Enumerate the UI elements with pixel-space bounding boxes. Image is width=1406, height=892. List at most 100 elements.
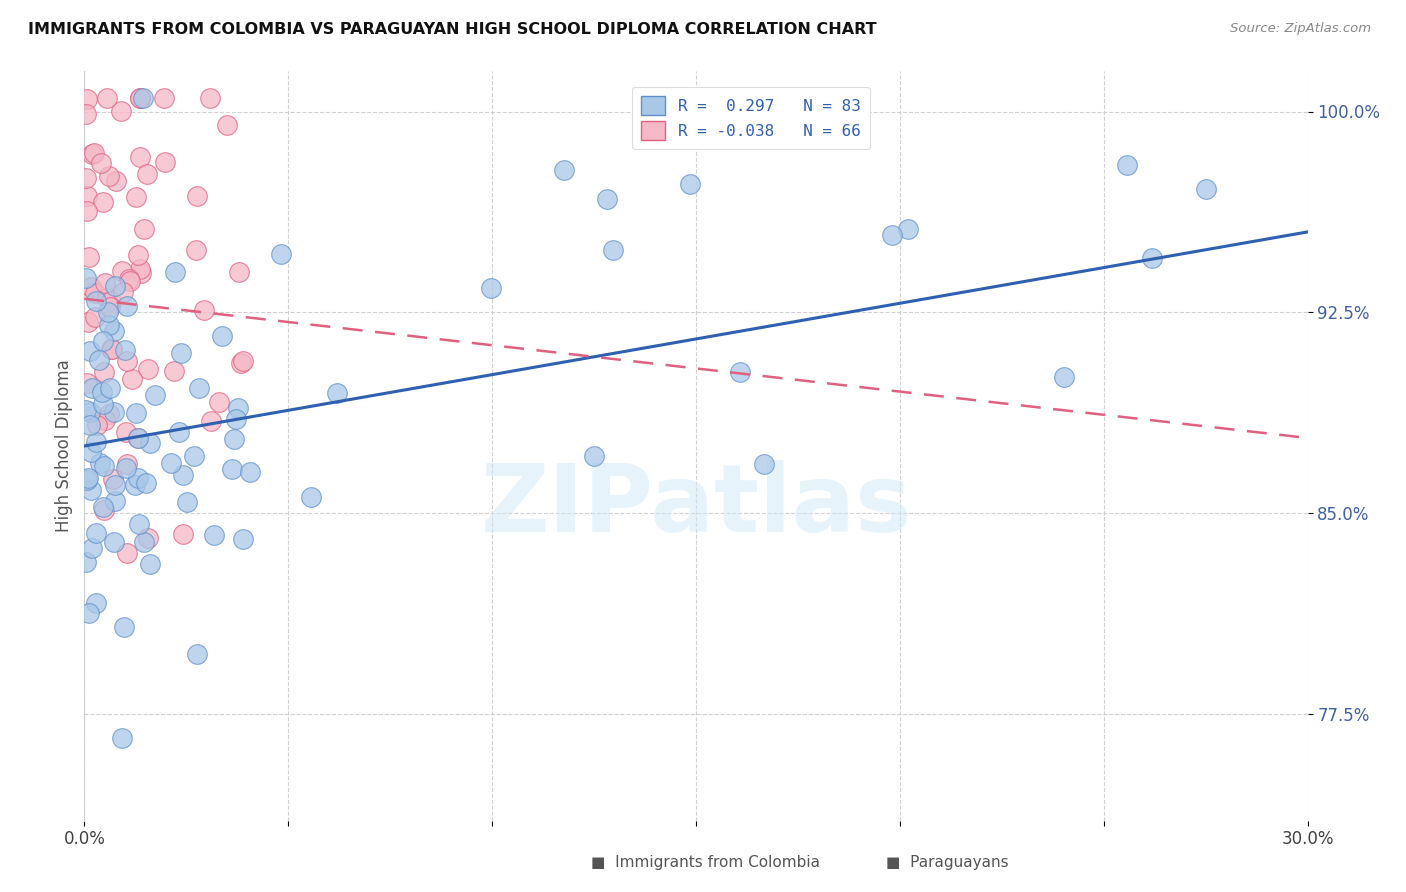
Point xyxy=(127,431,149,445)
Point xyxy=(170,346,193,360)
Point xyxy=(754,458,776,472)
Point xyxy=(76,92,98,106)
Point xyxy=(215,118,238,132)
Point xyxy=(75,555,97,569)
Point xyxy=(114,620,136,634)
Point xyxy=(79,418,101,433)
Point xyxy=(479,281,502,295)
Point xyxy=(80,483,103,497)
Point xyxy=(77,250,100,264)
Point xyxy=(582,449,605,463)
Point xyxy=(77,606,100,620)
Point xyxy=(127,471,149,485)
Point xyxy=(1053,370,1076,384)
Point xyxy=(132,534,155,549)
Point xyxy=(136,168,159,182)
Point xyxy=(183,449,205,463)
Point xyxy=(679,177,702,191)
Point xyxy=(897,222,920,236)
Point xyxy=(121,371,143,385)
Text: IMMIGRANTS FROM COLOMBIA VS PARAGUAYAN HIGH SCHOOL DIPLOMA CORRELATION CHART: IMMIGRANTS FROM COLOMBIA VS PARAGUAYAN H… xyxy=(28,22,877,37)
Point xyxy=(225,412,247,426)
Point xyxy=(75,403,97,417)
Point xyxy=(880,227,903,242)
Point xyxy=(596,192,619,206)
Point xyxy=(115,457,138,471)
Point xyxy=(155,155,177,169)
Point xyxy=(86,417,108,432)
Point xyxy=(136,362,159,376)
Point xyxy=(89,352,111,367)
Point xyxy=(93,503,115,517)
Point xyxy=(120,274,142,288)
Point xyxy=(83,310,105,325)
Point xyxy=(198,91,221,105)
Point xyxy=(124,478,146,492)
Point xyxy=(228,401,250,415)
Point xyxy=(129,91,152,105)
Point xyxy=(139,436,162,450)
Point xyxy=(208,394,231,409)
Point xyxy=(115,460,138,475)
Point xyxy=(76,189,98,203)
Point xyxy=(103,405,125,419)
Point xyxy=(103,472,125,486)
Point xyxy=(76,474,98,488)
Point xyxy=(83,285,105,300)
Point xyxy=(221,462,243,476)
Point xyxy=(553,163,575,178)
Point xyxy=(125,189,148,203)
Y-axis label: High School Diploma: High School Diploma xyxy=(55,359,73,533)
Text: ■  Paraguayans: ■ Paraguayans xyxy=(886,855,1008,870)
Point xyxy=(127,430,149,444)
Point xyxy=(136,532,159,546)
Point xyxy=(128,516,150,531)
Point xyxy=(97,318,120,332)
Point xyxy=(83,145,105,160)
Point xyxy=(100,343,122,357)
Point xyxy=(115,425,138,440)
Point xyxy=(80,444,103,458)
Point xyxy=(115,545,138,559)
Point xyxy=(172,467,194,482)
Point xyxy=(75,170,97,185)
Point xyxy=(325,386,347,401)
Point xyxy=(728,365,751,379)
Point xyxy=(75,270,97,285)
Point xyxy=(129,266,152,280)
Point xyxy=(228,265,250,279)
Point xyxy=(97,304,120,318)
Point xyxy=(110,264,132,278)
Point xyxy=(187,381,209,395)
Point xyxy=(114,343,136,357)
Point xyxy=(127,248,149,262)
Point xyxy=(103,534,125,549)
Point xyxy=(165,265,187,279)
Point xyxy=(105,174,128,188)
Point xyxy=(98,300,121,314)
Point xyxy=(111,731,134,745)
Point xyxy=(97,407,120,421)
Point xyxy=(202,528,225,542)
Point xyxy=(239,466,262,480)
Point xyxy=(104,478,127,492)
Point xyxy=(82,541,104,555)
Point xyxy=(232,354,254,368)
Point xyxy=(96,91,118,105)
Point xyxy=(98,381,121,395)
Point xyxy=(79,405,101,419)
Point xyxy=(110,103,132,118)
Point xyxy=(172,527,194,541)
Point xyxy=(90,156,112,170)
Point xyxy=(118,272,141,286)
Point xyxy=(100,293,122,308)
Point xyxy=(132,222,155,236)
Point xyxy=(77,315,100,329)
Point xyxy=(200,414,222,428)
Point xyxy=(76,376,98,390)
Point xyxy=(91,334,114,349)
Point xyxy=(124,406,146,420)
Point xyxy=(91,397,114,411)
Point xyxy=(139,557,162,571)
Point xyxy=(129,262,152,277)
